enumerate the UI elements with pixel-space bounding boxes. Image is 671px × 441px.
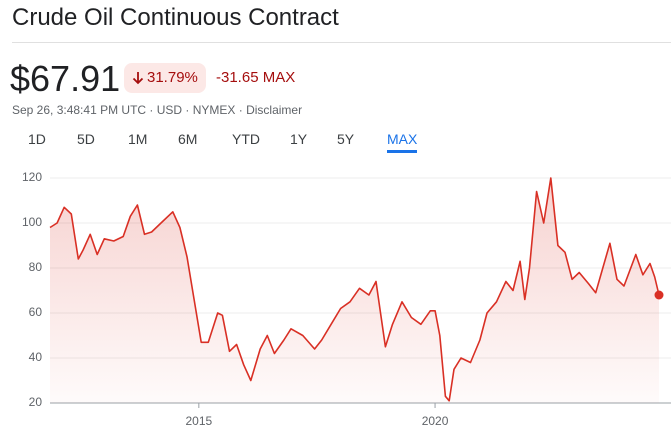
down-arrow <box>132 72 144 85</box>
range-tab[interactable]: 6M <box>178 131 198 147</box>
y-tick-label: 40 <box>29 350 43 364</box>
price: $67.91 <box>10 58 121 99</box>
range-tab[interactable]: YTD <box>232 131 260 147</box>
range-tab[interactable]: MAX <box>387 131 418 153</box>
range-tab[interactable]: 5Y <box>337 131 355 147</box>
range-tab[interactable]: 5D <box>77 131 95 147</box>
y-tick-label: 60 <box>29 305 43 319</box>
last-point <box>654 290 664 300</box>
y-tick-label: 80 <box>29 260 43 274</box>
separator <box>12 42 671 43</box>
change-abs: -31.65 MAX <box>216 69 296 86</box>
area <box>50 178 659 403</box>
change-percent: 31.79% <box>147 69 198 86</box>
change-pill: 31.79% <box>124 63 206 93</box>
price-line <box>49 177 660 402</box>
x-tick-label: 2015 <box>185 414 212 428</box>
range-tab[interactable]: 1M <box>128 131 148 147</box>
y-tick-label: 120 <box>22 170 42 184</box>
meta: Sep 26, 3:48:41 PM UTC · USD · NYMEX · D… <box>12 103 303 117</box>
range-tab[interactable]: 1D <box>28 131 46 147</box>
x-tick-label: 2020 <box>422 414 449 428</box>
y-tick-label: 20 <box>29 395 43 409</box>
range-tab[interactable]: 1Y <box>290 131 308 147</box>
y-tick-label: 100 <box>22 215 42 229</box>
title: Crude Oil Continuous Contract <box>12 4 339 31</box>
